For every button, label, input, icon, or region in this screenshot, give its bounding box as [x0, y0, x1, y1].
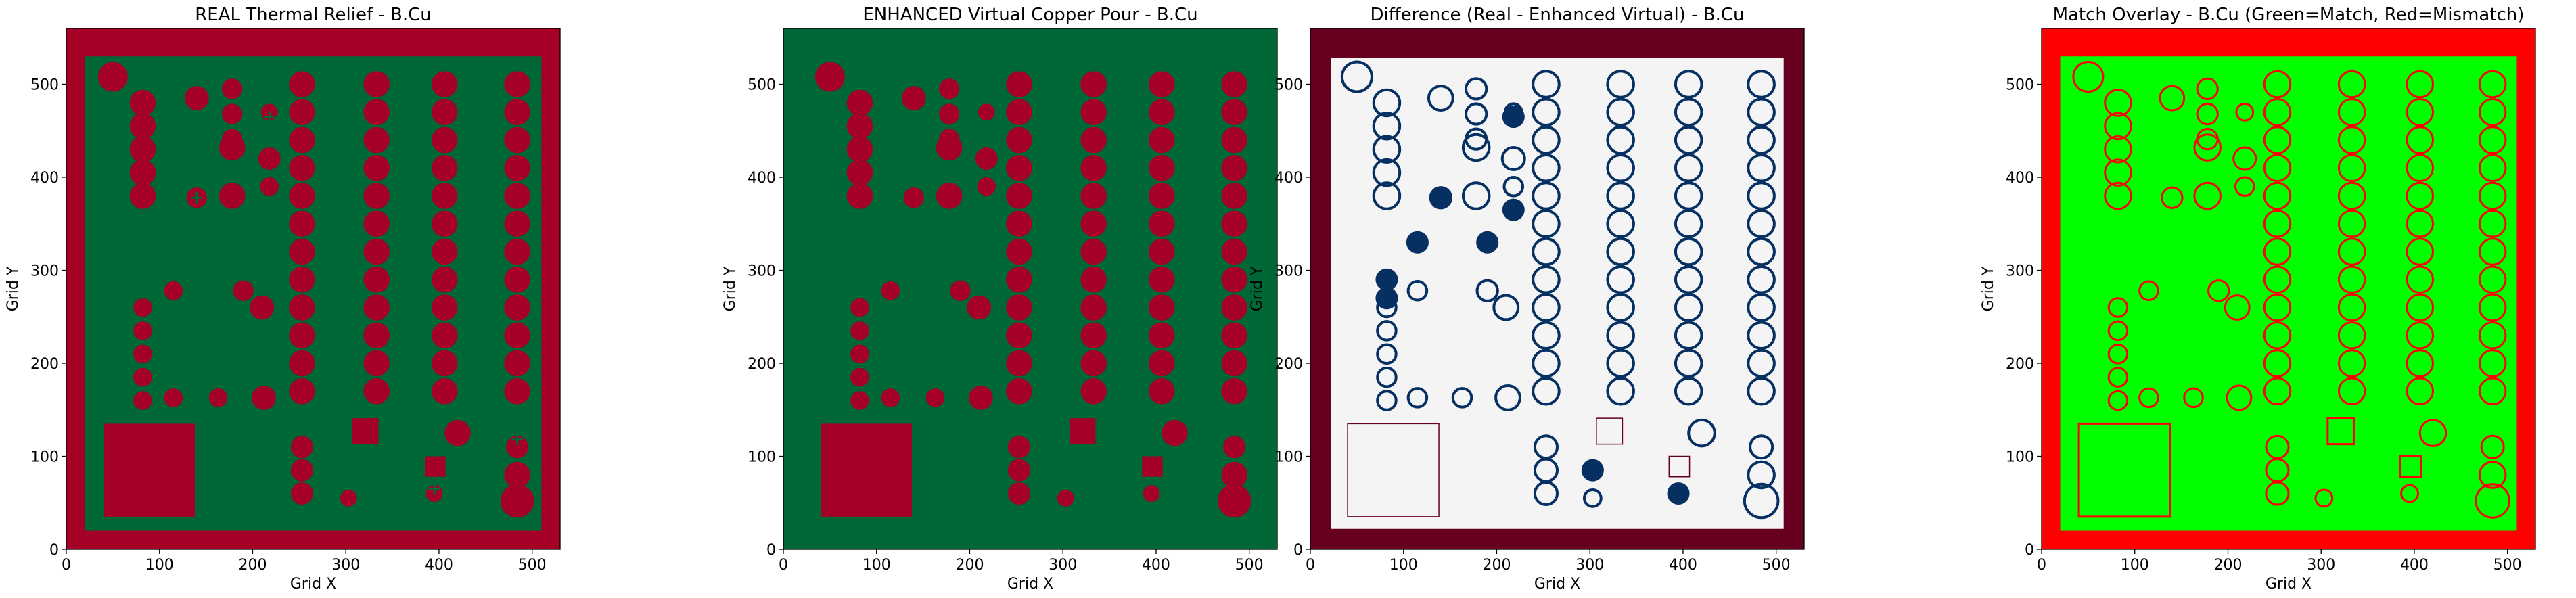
y-tick-label: 300	[1274, 263, 1303, 280]
x-axis-label: Grid X	[290, 576, 336, 593]
panel-title: Difference (Real - Enhanced Virtual) - B…	[1370, 5, 1744, 25]
heatmap-image	[1310, 28, 1804, 549]
x-tick-label: 100	[862, 557, 891, 574]
heatmap-image	[2042, 28, 2535, 549]
x-tick-label: 400	[2400, 557, 2429, 574]
y-tick-label: 200	[2006, 356, 2034, 373]
y-tick-label: 300	[748, 263, 776, 280]
x-tick-label: 400	[1669, 557, 1697, 574]
y-tick-label: 500	[1274, 77, 1303, 94]
x-tick-label: 400	[425, 557, 453, 574]
y-tick-label: 200	[1274, 356, 1303, 373]
x-tick-label: 300	[331, 557, 360, 574]
x-tick-label: 300	[1576, 557, 1604, 574]
panel-1: REAL Thermal Relief - B.Cu 0 100 200 300 400 5…	[5, 5, 561, 593]
y-tick-label: 300	[30, 263, 59, 280]
x-tick-label: 200	[1482, 557, 1511, 574]
x-tick-label: 400	[1142, 557, 1170, 574]
x-tick-label: 0	[2037, 557, 2046, 574]
x-axis-label: Grid X	[1534, 576, 1580, 593]
panel-title: Match Overlay - B.Cu (Green=Match, Red=M…	[2053, 5, 2525, 25]
y-tick-label: 100	[30, 449, 59, 466]
y-axis-label: Grid Y	[1249, 266, 1266, 311]
x-tick-label: 500	[2493, 557, 2522, 574]
x-tick-label: 300	[1049, 557, 1077, 574]
panel-title: ENHANCED Virtual Copper Pour - B.Cu	[862, 5, 1197, 25]
y-tick-label: 200	[748, 356, 776, 373]
y-tick-label: 500	[2006, 77, 2034, 94]
panel-title: REAL Thermal Relief - B.Cu	[195, 5, 432, 25]
plot-frame	[783, 28, 1278, 550]
x-tick-label: 0	[1306, 557, 1315, 574]
y-tick-label: 0	[2025, 542, 2034, 559]
y-tick-label: 100	[1274, 449, 1303, 466]
x-tick-label: 500	[518, 557, 547, 574]
heatmap-image	[66, 28, 560, 549]
x-tick-label: 300	[2307, 557, 2335, 574]
y-tick-label: 100	[748, 449, 776, 466]
x-tick-label: 200	[2213, 557, 2242, 574]
x-tick-label: 200	[238, 557, 267, 574]
y-tick-label: 200	[30, 356, 59, 373]
y-tick-label: 0	[1293, 542, 1303, 559]
plot-frame	[2041, 28, 2536, 550]
x-tick-label: 100	[1389, 557, 1418, 574]
x-tick-label: 0	[779, 557, 788, 574]
x-tick-label: 100	[2121, 557, 2149, 574]
y-tick-label: 300	[2006, 263, 2034, 280]
panel-4: Match Overlay - B.Cu (Green=Match, Red=M…	[1980, 5, 2536, 593]
y-tick-label: 400	[30, 170, 59, 187]
plot-frame	[1310, 28, 1805, 550]
x-tick-label: 500	[1762, 557, 1791, 574]
y-tick-label: 400	[1274, 170, 1303, 187]
y-tick-label: 0	[49, 542, 59, 559]
plot-frame	[66, 28, 561, 550]
x-axis-label: Grid X	[2266, 576, 2312, 593]
y-tick-label: 0	[766, 542, 776, 559]
y-tick-label: 500	[30, 77, 59, 94]
y-axis-label: Grid Y	[1980, 266, 1997, 311]
x-tick-label: 0	[62, 557, 71, 574]
y-tick-label: 100	[2006, 449, 2034, 466]
y-tick-label: 400	[2006, 170, 2034, 187]
y-tick-label: 500	[748, 77, 776, 94]
y-axis-label: Grid Y	[5, 266, 22, 311]
x-tick-label: 100	[145, 557, 174, 574]
heatmap-image	[783, 28, 1277, 549]
y-axis-label: Grid Y	[722, 266, 739, 311]
panel-3: Difference (Real - Enhanced Virtual) - B…	[1249, 5, 1805, 593]
x-tick-label: 500	[1235, 557, 1264, 574]
y-tick-label: 400	[748, 170, 776, 187]
x-axis-label: Grid X	[1007, 576, 1053, 593]
panel-2: ENHANCED Virtual Copper Pour - B.Cu 0 100 2…	[722, 5, 1278, 593]
x-tick-label: 200	[955, 557, 984, 574]
